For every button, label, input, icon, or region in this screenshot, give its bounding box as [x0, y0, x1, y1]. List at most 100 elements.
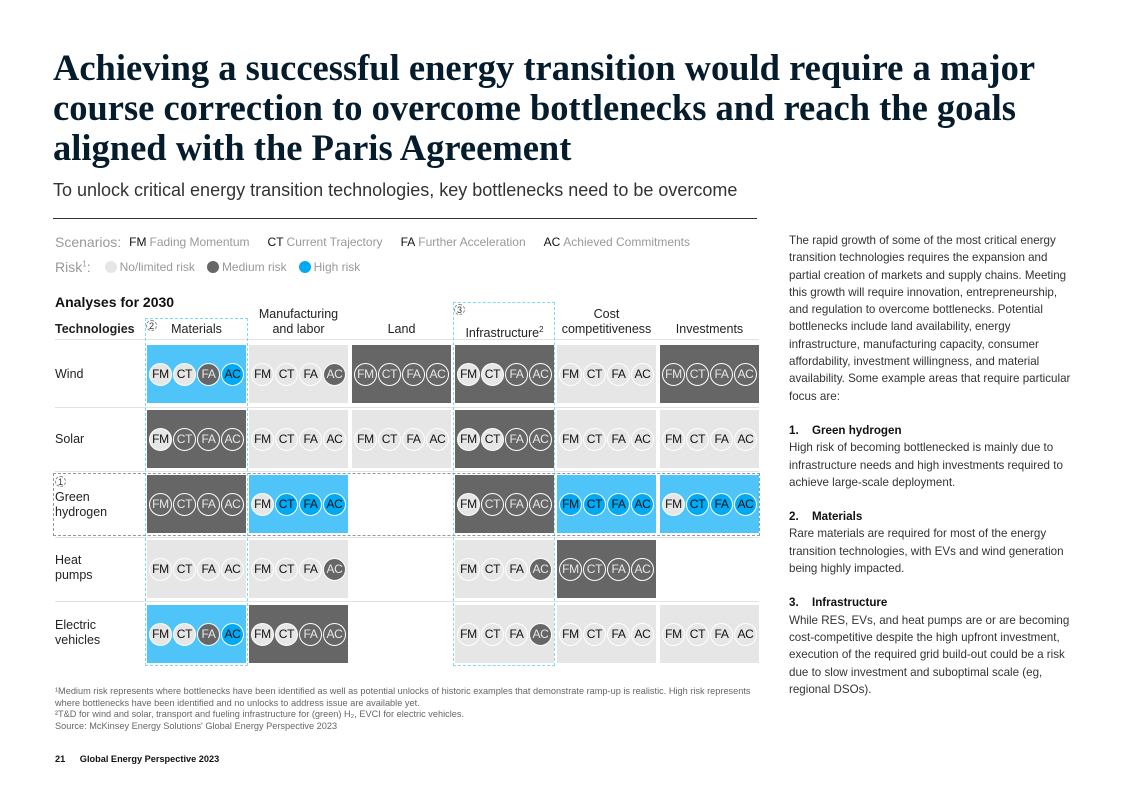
page-footer: 21 Global Energy Perspective 2023 [55, 754, 219, 764]
row-divider [55, 601, 759, 602]
scenario-legend-item: AC Achieved Commitments [544, 235, 690, 249]
analyses-title: Analyses for 2030 [55, 294, 175, 310]
column-header-text: Land [387, 322, 416, 336]
scenario-badge-fa: FA [710, 492, 733, 516]
column-header-text: Infrastructure [465, 326, 540, 341]
risk-cell: FM CT FA AC [249, 345, 348, 403]
risk-cell: FM CT FA AC [660, 605, 759, 663]
commentary: The rapid growth of some of the most cri… [789, 232, 1079, 698]
risk-cell: FM CT FA AC [660, 475, 759, 533]
column-header-text: competitiveness [561, 322, 652, 336]
scenario-badge-ac: AC [529, 492, 552, 516]
scenario-badge-ac: AC [221, 362, 244, 386]
column-header: Investments [656, 307, 763, 337]
risk-label-text: Risk [55, 259, 83, 275]
scenario-badge-ct: CT [481, 427, 504, 451]
scenario-badge-fa: FA [197, 492, 220, 516]
scenario-badge-fa: FA [197, 362, 220, 386]
scenario-badge-fa: FA [607, 492, 630, 516]
scenario-badge-fa: FA [197, 557, 220, 581]
scenario-badge-ct: CT [583, 557, 606, 581]
row-label: Heat pumps [55, 553, 93, 583]
column-header-line2: Land [348, 322, 455, 337]
risk-name: High risk [313, 260, 361, 274]
row-label-line1: Solar [55, 432, 85, 446]
scenario-badge-fm: FM [662, 362, 685, 386]
scenario-name: Current Trajectory [286, 235, 383, 249]
scenario-badge-fa: FA [710, 362, 733, 386]
scenario-badge-ct: CT [686, 427, 709, 451]
risk-dot-h [298, 261, 311, 273]
scenario-badge-fa: FA [197, 622, 220, 646]
scenario-badge-fm: FM [251, 492, 274, 516]
column-header-line2: Investments [656, 322, 763, 337]
column-header: Land [348, 307, 455, 337]
scenario-badge-fa: FA [402, 427, 425, 451]
scenario-badge-fm: FM [457, 622, 480, 646]
scenario-badge-ct: CT [583, 362, 606, 386]
row-label-line2: hydrogen [55, 505, 108, 519]
section-number: 1. [789, 423, 799, 437]
footnote-marker: 3 [454, 304, 465, 315]
row-divider [55, 407, 759, 408]
column-header-line1: Cost [593, 307, 620, 321]
scenario-badge-fa: FA [505, 427, 528, 451]
scenario-badge-fa: FA [607, 557, 630, 581]
risk-cell: FM CT FA AC [249, 475, 348, 533]
scenario-badge-fm: FM [251, 362, 274, 386]
scenario-badge-fm: FM [149, 492, 172, 516]
scenario-badge-ct: CT [583, 427, 606, 451]
row-label: Wind [55, 367, 83, 382]
risk-cell: FM CT FA AC [147, 540, 246, 598]
scenario-badge-ac: AC [529, 622, 552, 646]
divider [53, 218, 757, 219]
scenario-badge-fa: FA [197, 427, 220, 451]
scenario-badge-fa: FA [505, 622, 528, 646]
scenario-badge-fa: FA [710, 622, 733, 646]
risk-cell: FM CT FA AC [147, 605, 246, 663]
footnote-marker: 1 [55, 476, 66, 487]
scenario-badge-ac: AC [221, 557, 244, 581]
risk-cell: FM CT FA AC [455, 410, 554, 468]
row-divider [55, 471, 759, 472]
scenario-badge-fm: FM [457, 362, 480, 386]
risk-cell: FM CT FA AC [455, 605, 554, 663]
section-number: 2. [789, 510, 799, 524]
footnote-ref: 2 [539, 325, 544, 334]
scenario-badge-ct: CT [378, 362, 401, 386]
scenario-badge-ct: CT [173, 427, 196, 451]
row-label: Green hydrogen [55, 490, 107, 520]
header-divider [55, 339, 759, 340]
risk-dot-l [104, 261, 117, 273]
section-heading: 1. Green hydrogen [789, 422, 1079, 439]
column-header-line1 [656, 307, 763, 322]
risk-cell: FM CT FA AC [455, 345, 554, 403]
scenario-badge-fm: FM [457, 557, 480, 581]
column-header: Manufacturing and labor [245, 307, 352, 337]
row-label-line1: Wind [55, 367, 84, 381]
scenario-badge-ac: AC [631, 492, 654, 516]
scenario-badge-ac: AC [323, 492, 346, 516]
scenarios-label: Scenarios: [55, 234, 122, 250]
scenario-badge-fm: FM [251, 427, 274, 451]
scenario-badge-fm: FM [662, 622, 685, 646]
page-number: 21 [55, 754, 66, 764]
scenario-badge-ct: CT [275, 557, 298, 581]
row-label-line2: pumps [55, 568, 93, 582]
column-header-text: and labor [272, 322, 325, 336]
column-header-text: Materials [171, 322, 222, 336]
risk-cell: FM CT FA AC [352, 410, 451, 468]
column-header: Infrastructure2 [451, 307, 558, 341]
scenario-badge-fa: FA [299, 622, 322, 646]
scenario-badge-ac: AC [529, 362, 552, 386]
scenario-badge-ct: CT [481, 362, 504, 386]
scenario-badge-fm: FM [149, 427, 172, 451]
scenario-badge-ac: AC [323, 622, 346, 646]
risk-cell: FM CT FA AC [352, 345, 451, 403]
risk-legend-item: High risk [298, 260, 361, 274]
scenario-badge-ac: AC [631, 622, 654, 646]
scenario-legend-item: CT Current Trajectory [268, 235, 383, 249]
scenario-badge-ct: CT [275, 622, 298, 646]
scenario-badge-ct: CT [378, 427, 401, 451]
column-header-line1 [348, 307, 455, 322]
